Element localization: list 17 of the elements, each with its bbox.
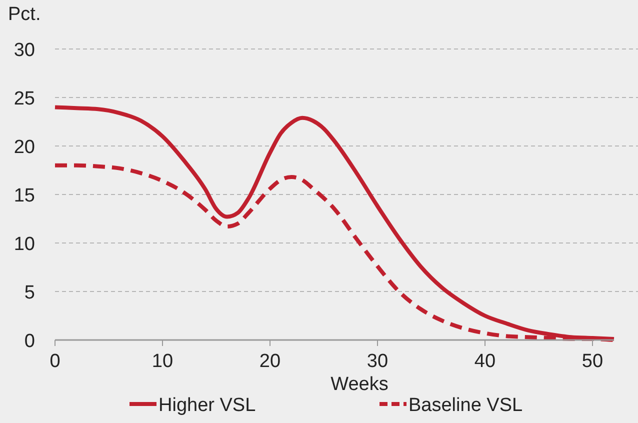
x-tick-label: 50 <box>582 351 604 372</box>
y-tick-label: 25 <box>14 88 35 110</box>
y-tick-label: 30 <box>14 40 35 61</box>
x-tick-label: 10 <box>152 351 174 372</box>
x-axis-title: Weeks <box>330 374 388 395</box>
y-axis-title: Pct. <box>8 4 41 25</box>
x-tick-label: 0 <box>50 351 60 372</box>
x-tick-label: 20 <box>259 351 281 372</box>
y-tick-label: 10 <box>14 234 35 255</box>
legend-label: Baseline VSL <box>408 395 523 416</box>
y-tick-label: 5 <box>24 282 35 304</box>
x-tick-label: 40 <box>474 351 496 372</box>
y-tick-label: 0 <box>24 331 35 352</box>
y-tick-label: 15 <box>14 186 35 206</box>
x-tick-label: 30 <box>366 351 388 372</box>
legend-label: Higher VSL <box>158 395 256 416</box>
y-tick-label: 20 <box>14 137 35 158</box>
